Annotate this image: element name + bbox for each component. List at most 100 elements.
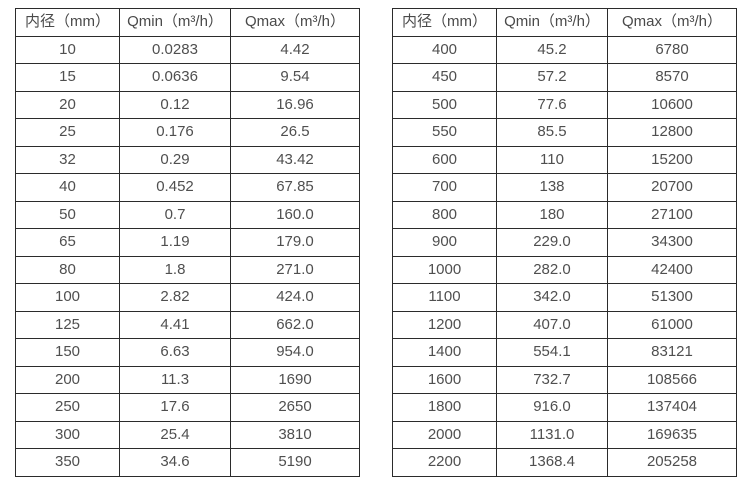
table-cell: 61000: [607, 310, 737, 339]
table-cell: 1800: [392, 393, 497, 422]
table-cell: 4.41: [119, 310, 231, 339]
table-cell: 34.6: [119, 448, 231, 477]
table-cell: 2000: [392, 420, 497, 449]
table-cell: 20700: [607, 173, 737, 202]
table-cell: 271.0: [230, 255, 360, 284]
table-cell: 800: [392, 200, 497, 229]
table-cell: 205258: [607, 448, 737, 477]
table-cell: 400: [392, 35, 497, 64]
table-row: 50 0.7 160.0: [15, 200, 360, 229]
table-row: 350 34.6 5190: [15, 448, 360, 477]
table-cell: 2200: [392, 448, 497, 477]
table-cell: 180: [496, 200, 608, 229]
table-row: 1800 916.0 137404: [392, 393, 737, 422]
table-cell: 6780: [607, 35, 737, 64]
table-cell: 900: [392, 228, 497, 257]
table-cell: 42400: [607, 255, 737, 284]
column-header-qmax: Qmax（m³/h）: [230, 8, 360, 37]
table-cell: 9.54: [230, 63, 360, 92]
table-cell: 51300: [607, 283, 737, 312]
table-cell: 125: [15, 310, 120, 339]
table-cell: 25.4: [119, 420, 231, 449]
table-cell: 12800: [607, 118, 737, 147]
table-cell: 25: [15, 118, 120, 147]
table-cell: 110: [496, 145, 608, 174]
table-cell: 40: [15, 173, 120, 202]
table-row: 500 77.6 10600: [392, 90, 737, 119]
table-cell: 5190: [230, 448, 360, 477]
table-cell: 85.5: [496, 118, 608, 147]
table-cell: 83121: [607, 338, 737, 367]
table-cell: 1690: [230, 365, 360, 394]
table-row: 125 4.41 662.0: [15, 310, 360, 339]
table-cell: 8570: [607, 63, 737, 92]
table-row: 1400 554.1 83121: [392, 338, 737, 367]
table-cell: 1100: [392, 283, 497, 312]
table-cell: 229.0: [496, 228, 608, 257]
table-row: 700 138 20700: [392, 173, 737, 202]
table-cell: 100: [15, 283, 120, 312]
table-cell: 600: [392, 145, 497, 174]
table-row: 25 0.176 26.5: [15, 118, 360, 147]
table-cell: 1200: [392, 310, 497, 339]
table-cell: 20: [15, 90, 120, 119]
table-row: 100 2.82 424.0: [15, 283, 360, 312]
table-row: 65 1.19 179.0: [15, 228, 360, 257]
table-cell: 77.6: [496, 90, 608, 119]
table-cell: 550: [392, 118, 497, 147]
table-cell: 10600: [607, 90, 737, 119]
column-header-qmin: Qmin（m³/h）: [496, 8, 608, 37]
table-cell: 450: [392, 63, 497, 92]
table-cell: 916.0: [496, 393, 608, 422]
table-cell: 57.2: [496, 63, 608, 92]
table-cell: 350: [15, 448, 120, 477]
table-cell: 1131.0: [496, 420, 608, 449]
table-row: 1000 282.0 42400: [392, 255, 737, 284]
table-cell: 108566: [607, 365, 737, 394]
table-cell: 342.0: [496, 283, 608, 312]
table-row: 15 0.0636 9.54: [15, 63, 360, 92]
table-cell: 67.85: [230, 173, 360, 202]
table-cell: 0.29: [119, 145, 231, 174]
table-row: 200 11.3 1690: [15, 365, 360, 394]
table-cell: 954.0: [230, 338, 360, 367]
table-cell: 1000: [392, 255, 497, 284]
table-cell: 6.63: [119, 338, 231, 367]
table-cell: 732.7: [496, 365, 608, 394]
table-row: 1600 732.7 108566: [392, 365, 737, 394]
table-cell: 45.2: [496, 35, 608, 64]
spec-table-small-diameters: 内径（mm） Qmin（m³/h） Qmax（m³/h） 10 0.0283 4.4…: [15, 8, 360, 477]
table-cell: 554.1: [496, 338, 608, 367]
column-header-qmin: Qmin（m³/h）: [119, 8, 231, 37]
table-row: 2200 1368.4 205258: [392, 448, 737, 477]
table-cell: 3810: [230, 420, 360, 449]
table-row: 600 110 15200: [392, 145, 737, 174]
table-row: 2000 1131.0 169635: [392, 420, 737, 449]
table-row: 250 17.6 2650: [15, 393, 360, 422]
table-cell: 0.12: [119, 90, 231, 119]
table-cell: 80: [15, 255, 120, 284]
table-cell: 32: [15, 145, 120, 174]
table-body: 10 0.0283 4.42 15 0.0636 9.54 20 0.12 16.96 25 0.1…: [15, 35, 360, 477]
table-cell: 1368.4: [496, 448, 608, 477]
table-cell: 34300: [607, 228, 737, 257]
table-cell: 160.0: [230, 200, 360, 229]
table-row: 800 180 27100: [392, 200, 737, 229]
table-cell: 424.0: [230, 283, 360, 312]
table-cell: 27100: [607, 200, 737, 229]
table-cell: 662.0: [230, 310, 360, 339]
table-cell: 0.176: [119, 118, 231, 147]
table-cell: 700: [392, 173, 497, 202]
table-cell: 11.3: [119, 365, 231, 394]
table-cell: 0.7: [119, 200, 231, 229]
table-row: 32 0.29 43.42: [15, 145, 360, 174]
table-row: 400 45.2 6780: [392, 35, 737, 64]
table-row: 150 6.63 954.0: [15, 338, 360, 367]
table-row: 40 0.452 67.85: [15, 173, 360, 202]
column-header-diameter: 内径（mm）: [15, 8, 120, 37]
table-cell: 26.5: [230, 118, 360, 147]
table-cell: 65: [15, 228, 120, 257]
table-cell: 4.42: [230, 35, 360, 64]
